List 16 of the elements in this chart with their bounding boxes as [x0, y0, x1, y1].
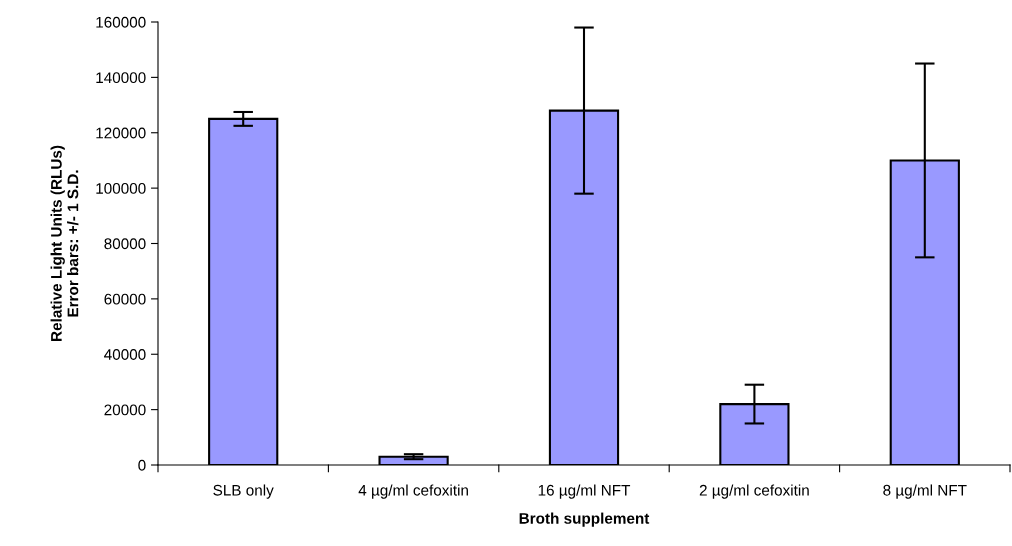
y-axis-title: Relative Light Units (RLUs) Error bars: +/- 1 S.D. [50, 145, 79, 341]
y-tick-label: 120000 [96, 127, 146, 139]
x-tick-label: 4 µg/ml cefoxitin [358, 484, 468, 499]
y-tick-label: 20000 [104, 404, 146, 416]
y-tick-label: 0 [138, 459, 146, 471]
y-tick-label: 40000 [104, 349, 146, 360]
y-tick-label: 160000 [96, 16, 146, 28]
x-tick-label: 2 µg/ml cefoxitin [699, 484, 809, 499]
x-axis-title: Broth supplement [519, 512, 650, 527]
y-tick-label: 60000 [104, 293, 146, 305]
y-tick-label: 100000 [96, 182, 146, 194]
y-tick-label: 140000 [96, 72, 146, 84]
x-tick-label: 16 µg/ml NFT [538, 484, 631, 499]
x-tick-label: SLB only [213, 484, 274, 499]
x-tick-label: 8 µg/ml NFT [883, 484, 967, 499]
y-tick-label: 80000 [104, 238, 146, 250]
